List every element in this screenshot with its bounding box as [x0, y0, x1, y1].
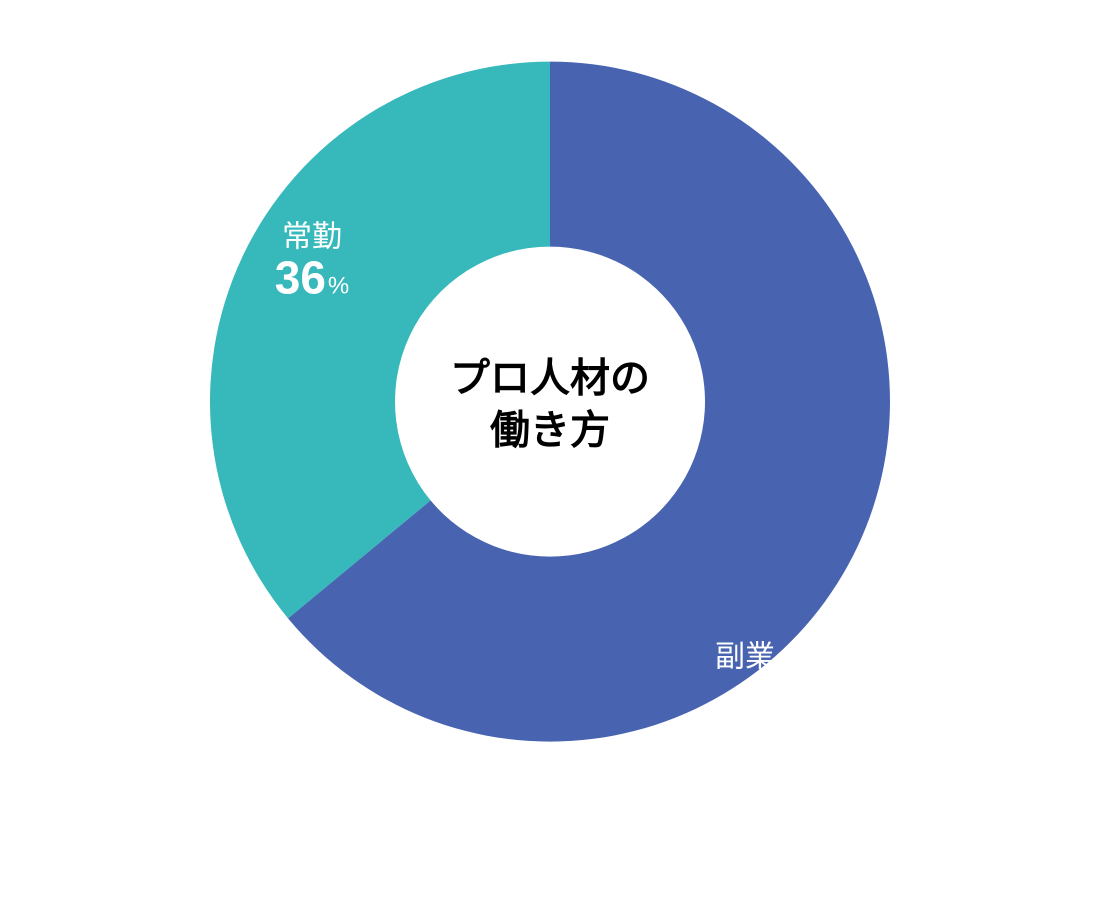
slice-label-name-1: 常勤	[282, 221, 342, 254]
slice-label-value-0: 64%	[753, 672, 828, 724]
donut-chart: 副業・兼業64%常勤36% プロ人材の 働き方	[170, 22, 930, 787]
donut-slice-1	[210, 62, 550, 619]
chart-center-title: プロ人材の 働き方	[450, 352, 650, 456]
slice-label-name-0: 副業・兼業	[715, 641, 865, 674]
center-title-line2: 働き方	[450, 404, 650, 456]
center-title-line1: プロ人材の	[450, 352, 650, 404]
